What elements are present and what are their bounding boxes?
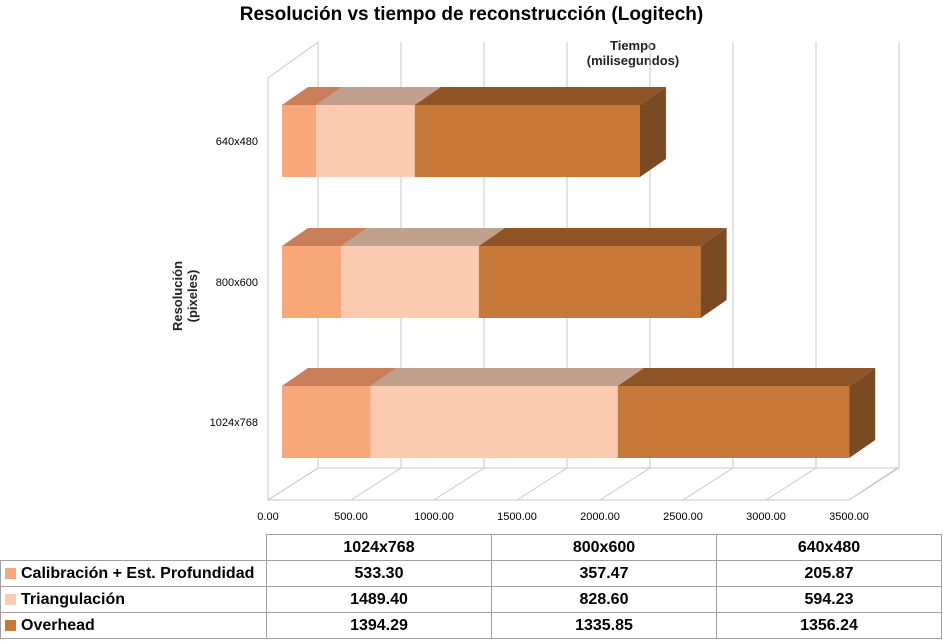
- table-cell: 1335.85: [491, 612, 717, 639]
- bar-top-face: [282, 368, 397, 386]
- table-cell: 1356.24: [716, 612, 942, 639]
- table-header-cell: 640x480: [716, 534, 942, 561]
- legend-entry: Calibración + Est. Profundidad: [0, 560, 267, 587]
- bar-top-face: [370, 368, 644, 386]
- bar-top-face: [617, 368, 876, 386]
- gridline-floor: [350, 467, 402, 501]
- table-cell: 533.30: [266, 560, 492, 587]
- table-row-overhead: Overhead 1394.29 1335.85 1356.24: [0, 612, 942, 639]
- x-tick-label: 3000.00: [746, 511, 786, 523]
- gridline-floor: [267, 467, 319, 501]
- x-tick-label: 1500.00: [497, 511, 537, 523]
- bar-segment: [341, 246, 479, 318]
- x-tick-label: 2000.00: [580, 511, 620, 523]
- bar-chart: 0.00 500.00 1000.00 1500.00 2000.00 2500.00 30…: [210, 41, 900, 523]
- bar-side-face: [639, 87, 666, 177]
- x-axis-label: Tiempo (milisegundos): [548, 38, 718, 68]
- x-axis-label-line2: (milisegundos): [586, 53, 680, 68]
- legend-entry: Overhead: [0, 612, 267, 639]
- y-tick-label: 1024x768: [210, 417, 258, 429]
- y-tick-label: 800x600: [216, 277, 258, 289]
- chart-floor: [266, 467, 899, 501]
- bar-segment: [414, 105, 640, 177]
- data-table: 1024x768 800x600 640x480 Calibración + E…: [0, 534, 942, 639]
- legend-swatch: [5, 619, 16, 631]
- bar-segment: [316, 105, 415, 177]
- legend-entry: Triangulación: [0, 586, 267, 613]
- bar-top-face: [282, 87, 343, 105]
- legend-swatch: [5, 567, 16, 579]
- legend-label: Overhead: [21, 616, 95, 634]
- gridline-floor: [765, 467, 817, 501]
- x-tick-label: 3500.00: [829, 511, 869, 523]
- bar-segment: [282, 105, 317, 177]
- left-wall-top-edge: [267, 41, 319, 79]
- bar-side-face: [849, 368, 876, 458]
- bar-segment: [282, 386, 371, 458]
- legend-swatch: [5, 593, 16, 605]
- table-row-calibracion: Calibración + Est. Profundidad 533.30 35…: [0, 560, 942, 587]
- gridline-floor: [599, 467, 651, 501]
- x-axis-label-line1: Tiempo: [610, 38, 656, 53]
- x-tick-label: 500.00: [334, 511, 368, 523]
- gridline-floor: [682, 467, 734, 501]
- legend-label: Calibración + Est. Profundidad: [21, 564, 255, 582]
- legend-label: Triangulación: [21, 590, 126, 608]
- table-corner: [1, 535, 267, 561]
- gridline-floor: [848, 467, 900, 501]
- x-tick-label: 0.00: [257, 511, 278, 523]
- table-cell: 828.60: [491, 586, 717, 613]
- table-cell: 205.87: [716, 560, 942, 587]
- table-row-triangulacion: Triangulación 1489.40 828.60 594.23: [0, 586, 942, 613]
- table-cell: 357.47: [491, 560, 717, 587]
- x-tick-label: 1000.00: [414, 511, 454, 523]
- bar-segment: [478, 246, 701, 318]
- bar-top-face: [341, 228, 505, 246]
- table-cell: 1489.40: [266, 586, 492, 613]
- table-header-cell: 800x600: [491, 534, 717, 561]
- x-tick-label: 2500.00: [663, 511, 703, 523]
- bar-top-face: [478, 228, 727, 246]
- bar-top-face: [316, 87, 441, 105]
- table-header-row: 1024x768 800x600 640x480: [1, 534, 942, 561]
- gridline-floor: [516, 467, 568, 501]
- table-cell: 594.23: [716, 586, 942, 613]
- bar-top-face: [282, 228, 368, 246]
- bar-top-face: [414, 87, 666, 105]
- y-tick-label: 640x480: [216, 136, 258, 148]
- bar-segment: [370, 386, 618, 458]
- table-cell: 1394.29: [266, 612, 492, 639]
- gridline-floor: [433, 467, 485, 501]
- bar-side-face: [700, 228, 727, 318]
- bar-segment: [617, 386, 850, 458]
- table-header-cell: 1024x768: [266, 534, 492, 561]
- chart-title: Resolución vs tiempo de reconstrucción (…: [239, 4, 704, 25]
- bar-segment: [282, 246, 342, 318]
